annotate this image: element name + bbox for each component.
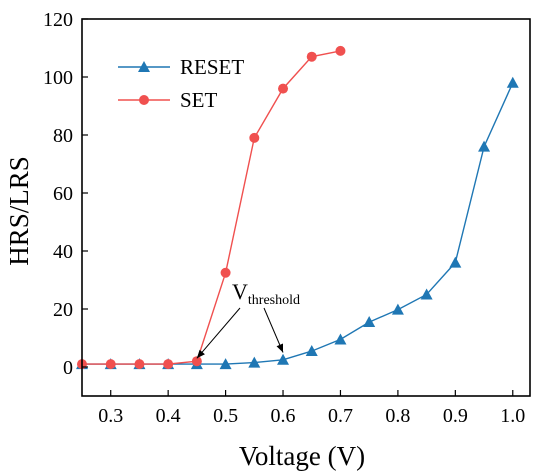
threshold-annotation: Vthreshold: [196, 279, 300, 359]
legend-label-reset: RESET: [180, 55, 244, 79]
x-tick-label: 0.9: [443, 405, 468, 427]
point-reset: [506, 76, 519, 88]
legend: RESET SET: [118, 55, 244, 112]
annotation-arrow-line: [196, 307, 241, 359]
point-reset: [363, 316, 376, 328]
annotation-main: V: [232, 279, 248, 304]
legend-marker-reset: [138, 61, 150, 72]
x-tick-label: 0.8: [385, 405, 410, 427]
point-reset: [305, 345, 318, 357]
point-reset: [219, 358, 232, 370]
point-reset: [248, 356, 261, 368]
y-tick-label: 20: [53, 299, 73, 321]
x-axis-title: Voltage (V): [239, 441, 365, 471]
annotation-label: Vthreshold: [232, 279, 300, 308]
x-tick-label: 0.3: [98, 405, 123, 427]
y-tick-label: 60: [53, 183, 73, 205]
point-set: [249, 132, 260, 143]
point-set: [278, 83, 289, 94]
point-reset: [420, 288, 433, 300]
plot-frame: [81, 18, 531, 397]
y-tick-label: 120: [43, 9, 73, 31]
point-set: [163, 359, 174, 370]
legend-marker-set: [139, 95, 149, 105]
y-tick-label: 100: [43, 67, 73, 89]
series-layer: [76, 45, 519, 370]
point-set: [306, 51, 317, 62]
y-tick-label: 0: [63, 357, 73, 379]
x-tick-label: 1.0: [500, 405, 525, 427]
series-line-set: [82, 50, 341, 365]
point-set: [191, 356, 202, 367]
annotation-sub: threshold: [248, 293, 300, 308]
y-tick-label: 80: [53, 125, 73, 147]
y-axis-title: HRS/LRS: [4, 156, 34, 266]
point-set: [220, 267, 231, 278]
y-tick-label: 40: [53, 241, 73, 263]
ticks-layer: 0.3 0.4 0.5 0.6 0.7 0.8 0.9 1.0 0 20 40 60 80 100 120: [43, 9, 525, 427]
x-tick-label: 0.5: [213, 405, 238, 427]
point-reset: [277, 353, 290, 365]
x-tick-label: 0.7: [328, 405, 353, 427]
point-set: [105, 359, 116, 370]
annotation-arrow-head: [276, 343, 284, 353]
point-set: [335, 45, 346, 56]
point-set: [134, 359, 145, 370]
legend-label-set: SET: [180, 88, 218, 112]
series-line-reset: [82, 82, 514, 365]
point-reset: [334, 333, 347, 345]
point-reset: [478, 140, 491, 152]
point-reset: [449, 256, 462, 268]
x-tick-label: 0.6: [271, 405, 296, 427]
point-reset: [391, 303, 404, 315]
annotation-arrow-head: [196, 349, 205, 359]
x-tick-label: 0.4: [156, 405, 181, 427]
annotation-arrows: [196, 307, 284, 359]
